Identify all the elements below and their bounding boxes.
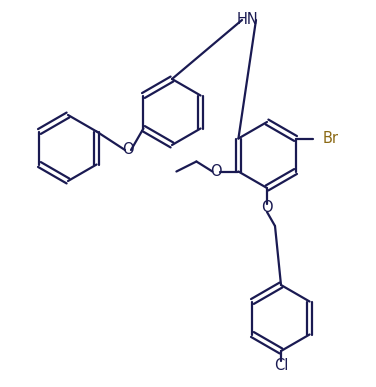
- Text: Br: Br: [323, 131, 338, 146]
- Text: O: O: [261, 200, 273, 216]
- Text: Cl: Cl: [274, 358, 288, 373]
- Text: O: O: [122, 142, 134, 158]
- Text: HN: HN: [237, 12, 259, 27]
- Text: O: O: [211, 164, 222, 179]
